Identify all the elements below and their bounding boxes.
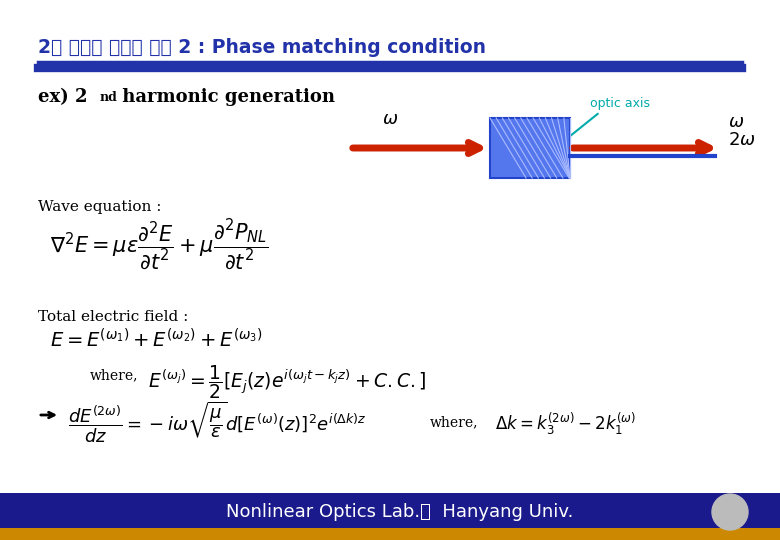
Circle shape	[712, 494, 748, 530]
Text: where,: where,	[90, 368, 139, 382]
Bar	[490, 118, 570, 178]
Bar	[0, 493, 780, 528]
Text: $E = E^{(\omega_1)} + E^{(\omega_2)} + E^{(\omega_3)}$: $E = E^{(\omega_1)} + E^{(\omega_2)} + E…	[50, 328, 263, 351]
Text: optic axis: optic axis	[590, 97, 650, 110]
Text: $E^{(\omega_j)} = \dfrac{1}{2}[E_j(z)e^{i(\omega_j t - k_j z)} + C.C.]$: $E^{(\omega_j)} = \dfrac{1}{2}[E_j(z)e^{…	[148, 363, 427, 401]
Text: $\Delta k = k_3^{(2\omega)} - 2k_1^{(\omega)}$: $\Delta k = k_3^{(2\omega)} - 2k_1^{(\om…	[495, 410, 636, 437]
Text: harmonic generation: harmonic generation	[116, 88, 335, 106]
Text: $\nabla^2 E = \mu\varepsilon\dfrac{\partial^2 E}{\partial t^2} + \mu\dfrac{\part: $\nabla^2 E = \mu\varepsilon\dfrac{\part…	[50, 218, 268, 272]
Text: $\omega$: $\omega$	[728, 113, 744, 131]
Text: Nonlinear Optics Lab.　  Hanyang Univ.: Nonlinear Optics Lab. Hanyang Univ.	[226, 503, 573, 521]
Text: ex) 2: ex) 2	[38, 88, 87, 106]
Text: $2\omega$: $2\omega$	[728, 131, 756, 149]
Bar	[0, 528, 780, 540]
Text: 2차 비선형 효과의 조건 2 : Phase matching condition: 2차 비선형 효과의 조건 2 : Phase matching conditi…	[38, 38, 486, 57]
Text: nd: nd	[100, 91, 118, 104]
Text: Total electric field :: Total electric field :	[38, 310, 189, 324]
Text: where,: where,	[430, 415, 478, 429]
Text: Wave equation :: Wave equation :	[38, 200, 161, 214]
Text: $\dfrac{dE^{(2\omega)}}{dz} = -i\omega\sqrt{\dfrac{\mu}{\varepsilon}}d[E^{(\omeg: $\dfrac{dE^{(2\omega)}}{dz} = -i\omega\s…	[68, 400, 367, 445]
Text: $\omega$: $\omega$	[382, 110, 398, 128]
